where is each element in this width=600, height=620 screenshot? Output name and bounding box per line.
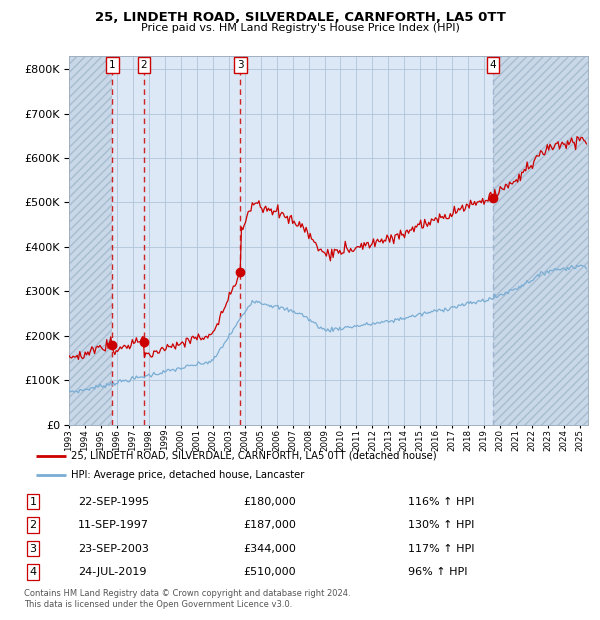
Bar xyxy=(493,56,588,425)
Text: 96% ↑ HPI: 96% ↑ HPI xyxy=(408,567,467,577)
Text: 23-SEP-2003: 23-SEP-2003 xyxy=(78,544,149,554)
Text: 1: 1 xyxy=(109,60,116,70)
Text: 22-SEP-1995: 22-SEP-1995 xyxy=(78,497,149,507)
Text: 116% ↑ HPI: 116% ↑ HPI xyxy=(408,497,475,507)
Text: 117% ↑ HPI: 117% ↑ HPI xyxy=(408,544,475,554)
Text: 25, LINDETH ROAD, SILVERDALE, CARNFORTH, LA5 0TT (detached house): 25, LINDETH ROAD, SILVERDALE, CARNFORTH,… xyxy=(71,451,437,461)
Text: 130% ↑ HPI: 130% ↑ HPI xyxy=(408,520,475,530)
Text: £180,000: £180,000 xyxy=(244,497,296,507)
Text: £187,000: £187,000 xyxy=(244,520,296,530)
Text: Price paid vs. HM Land Registry's House Price Index (HPI): Price paid vs. HM Land Registry's House … xyxy=(140,23,460,33)
Text: Contains HM Land Registry data © Crown copyright and database right 2024.
This d: Contains HM Land Registry data © Crown c… xyxy=(24,590,350,609)
Text: 3: 3 xyxy=(237,60,244,70)
Text: 3: 3 xyxy=(29,544,37,554)
Text: HPI: Average price, detached house, Lancaster: HPI: Average price, detached house, Lanc… xyxy=(71,471,305,480)
Bar xyxy=(69,56,112,425)
Text: 4: 4 xyxy=(490,60,496,70)
Text: 2: 2 xyxy=(141,60,148,70)
Text: 11-SEP-1997: 11-SEP-1997 xyxy=(78,520,149,530)
Text: £510,000: £510,000 xyxy=(244,567,296,577)
Text: 24-JUL-2019: 24-JUL-2019 xyxy=(78,567,146,577)
Text: 25, LINDETH ROAD, SILVERDALE, CARNFORTH, LA5 0TT: 25, LINDETH ROAD, SILVERDALE, CARNFORTH,… xyxy=(95,11,505,24)
Text: 1: 1 xyxy=(29,497,37,507)
Text: £344,000: £344,000 xyxy=(244,544,296,554)
Text: 2: 2 xyxy=(29,520,37,530)
Text: 4: 4 xyxy=(29,567,37,577)
